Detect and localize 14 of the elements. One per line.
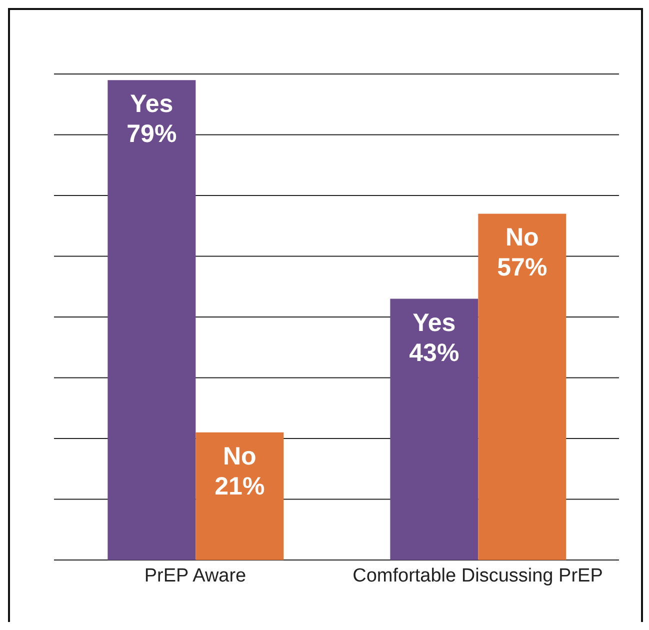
series-label: Yes <box>130 90 174 118</box>
x-tick-label: Comfortable Discussing PrEP <box>352 565 603 586</box>
bar <box>478 214 566 560</box>
x-tick-label: PrEP Aware <box>144 565 246 586</box>
data-label: 43% <box>409 338 460 367</box>
bar <box>390 298 478 560</box>
bar <box>108 80 196 560</box>
text: Yes <box>412 308 456 337</box>
data-label: 57% <box>497 254 548 282</box>
data-label: 21% <box>214 472 265 500</box>
text: No <box>506 224 539 252</box>
data-label: 79% <box>126 120 177 148</box>
series-label: No <box>223 442 256 470</box>
bar <box>196 432 284 560</box>
